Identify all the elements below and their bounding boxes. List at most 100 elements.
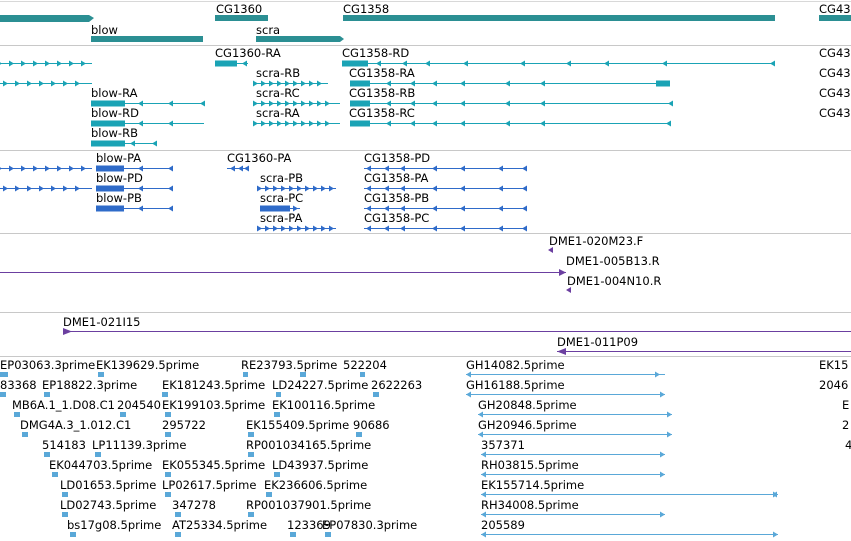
protein-feature-arrow[interactable] [51, 185, 56, 192]
protein-feature-arrow[interactable] [460, 205, 465, 212]
transcript-feature-arrow[interactable] [57, 60, 62, 67]
est-feature[interactable] [300, 372, 306, 377]
transcript-feature-arrow[interactable] [540, 120, 545, 127]
protein-feature-arrow[interactable] [498, 185, 503, 192]
protein-feature-arrow[interactable] [289, 225, 294, 232]
protein-feature-arrow[interactable] [384, 205, 389, 212]
protein-feature-arrow[interactable] [522, 205, 527, 212]
est-feature[interactable] [360, 372, 365, 377]
transcript-feature-arrow[interactable] [460, 120, 465, 127]
protein-feature-arrow[interactable] [168, 165, 173, 172]
protein-feature-arrow[interactable] [63, 185, 68, 192]
protein-feature-arrow[interactable] [3, 185, 8, 192]
transcript-feature-exon[interactable] [350, 80, 370, 87]
clone-track-a[interactable]: DME1-020M23.F DME1-005B13.R DME1-004N10.… [0, 234, 661, 293]
protein-feature-arrow[interactable] [230, 165, 235, 172]
transcript-feature-arrow[interactable] [285, 120, 290, 127]
transcript-feature-arrow[interactable] [130, 140, 135, 147]
clone-end-marker[interactable] [566, 287, 571, 293]
protein-feature-arrow[interactable] [244, 165, 249, 172]
transcript-feature-arrow[interactable] [269, 80, 274, 87]
est-feature[interactable] [62, 512, 68, 517]
transcript-feature-arrow[interactable] [293, 80, 298, 87]
transcript-feature-arrow[interactable] [386, 80, 391, 87]
transcript-feature-arrow[interactable] [69, 60, 74, 67]
transcript-feature-arrow[interactable] [604, 60, 609, 67]
est-arrow[interactable] [481, 491, 486, 498]
transcript-track[interactable]: CG1360-RA CG1358-RD scra-RB CG1358-RA bl… [0, 46, 851, 147]
protein-feature-exon[interactable] [260, 205, 290, 212]
transcript-feature-exon[interactable] [91, 120, 125, 127]
protein-feature-arrow[interactable] [460, 185, 465, 192]
protein-feature-arrow[interactable] [384, 165, 389, 172]
transcript-feature-arrow[interactable] [463, 60, 468, 67]
est-arrow[interactable] [773, 491, 778, 498]
protein-features[interactable] [0, 165, 527, 232]
protein-feature-arrow[interactable] [305, 185, 310, 192]
transcript-feature-arrow[interactable] [277, 120, 282, 127]
transcript-feature-arrow[interactable] [3, 80, 8, 87]
protein-feature-arrow[interactable] [21, 165, 26, 172]
est-feature[interactable] [14, 412, 20, 417]
protein-feature-arrow[interactable] [297, 185, 302, 192]
transcript-feature-arrow[interactable] [269, 100, 274, 107]
transcript-feature-arrow[interactable] [168, 100, 173, 107]
est-feature[interactable] [44, 392, 50, 397]
transcript-feature-arrow[interactable] [253, 80, 258, 87]
transcript-feature-exon[interactable] [91, 100, 125, 107]
transcript-feature-arrow[interactable] [317, 80, 322, 87]
protein-feature-arrow[interactable] [366, 185, 371, 192]
protein-feature-arrow[interactable] [366, 225, 371, 232]
transcript-feature-arrow[interactable] [45, 60, 50, 67]
protein-feature-exon[interactable] [96, 185, 124, 192]
transcript-feature-arrow[interactable] [200, 100, 205, 107]
est-features[interactable] [0, 371, 778, 538]
protein-feature-arrow[interactable] [238, 165, 243, 172]
est-feature[interactable] [243, 372, 248, 377]
est-feature[interactable] [44, 452, 50, 457]
transcript-feature-arrow[interactable] [410, 120, 415, 127]
transcript-feature-arrow[interactable] [520, 60, 525, 67]
gene-feature[interactable] [91, 36, 203, 42]
est-feature[interactable] [120, 412, 126, 417]
est-arrow[interactable] [466, 391, 471, 398]
est-feature[interactable] [0, 372, 8, 377]
protein-feature-arrow[interactable] [15, 185, 20, 192]
transcript-feature-arrow[interactable] [138, 100, 143, 107]
protein-feature-arrow[interactable] [329, 185, 334, 192]
transcript-feature-arrow[interactable] [285, 100, 290, 107]
transcript-feature-arrow[interactable] [309, 80, 314, 87]
clone-end-marker[interactable] [548, 247, 553, 253]
transcript-feature-arrow[interactable] [432, 120, 437, 127]
transcript-feature-arrow[interactable] [432, 80, 437, 87]
transcript-feature-arrow[interactable] [253, 120, 258, 127]
protein-feature-arrow[interactable] [313, 225, 318, 232]
clone-end-marker[interactable] [557, 348, 566, 355]
gene-track[interactable]: blow CG1360 scra CG1358 CG43 [0, 2, 851, 42]
transcript-feature-arrow[interactable] [15, 80, 20, 87]
transcript-feature-exon[interactable] [215, 60, 237, 67]
est-feature[interactable] [165, 472, 171, 477]
est-feature[interactable] [373, 392, 379, 397]
transcript-feature-arrow[interactable] [386, 120, 391, 127]
est-feature[interactable] [95, 452, 101, 457]
transcript-feature-arrow[interactable] [662, 60, 667, 67]
transcript-feature-arrow[interactable] [566, 60, 571, 67]
est-feature[interactable] [276, 392, 281, 397]
transcript-feature-arrow[interactable] [168, 120, 173, 127]
protein-feature-arrow[interactable] [400, 165, 405, 172]
protein-feature-arrow[interactable] [81, 165, 86, 172]
est-feature[interactable] [165, 412, 171, 417]
transcript-feature-arrow[interactable] [410, 80, 415, 87]
gene-feature[interactable] [0, 15, 94, 22]
est-arrow[interactable] [655, 371, 660, 378]
protein-feature-arrow[interactable] [297, 225, 302, 232]
protein-feature-arrow[interactable] [522, 225, 527, 232]
transcript-feature-arrow[interactable] [425, 60, 430, 67]
transcript-feature-arrow[interactable] [81, 60, 86, 67]
protein-feature-arrow[interactable] [168, 185, 173, 192]
protein-feature-arrow[interactable] [0, 166, 2, 172]
clone-end-marker[interactable] [63, 328, 72, 335]
protein-feature-arrow[interactable] [400, 205, 405, 212]
transcript-feature-exon[interactable] [91, 140, 125, 147]
